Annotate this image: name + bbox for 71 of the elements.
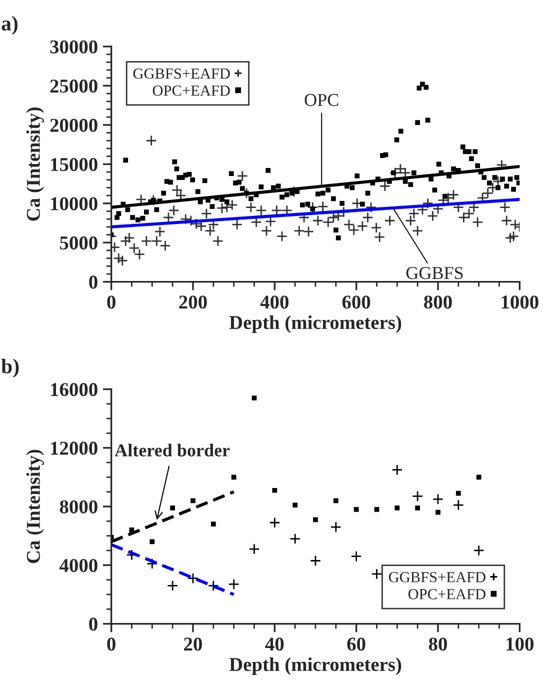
point [330,521,342,533]
point [269,517,280,528]
x-tick-label: 0 [107,296,116,309]
x-axis-title: Depth (micrometers) [229,315,402,334]
point [415,506,420,510]
x-tick-label: 60 [347,638,366,651]
y-tick-label: 4000 [60,558,98,572]
y-tick-label: 8000 [60,500,98,514]
point [371,568,382,580]
point [150,539,155,544]
x-axis-title: Depth (micrometers) [229,657,402,676]
y-tick-label: 30000 [50,40,98,54]
point [167,580,178,592]
legend-label: OPC+EAFD [408,589,486,600]
point [146,558,158,570]
point [228,578,240,590]
point [170,506,175,510]
y-tick-label: 0 [89,276,98,289]
point [208,580,219,592]
y-tick-label: 15000 [51,158,98,172]
chart-title: b) [1,358,19,378]
point [476,474,482,480]
annotation: OPC [304,94,338,106]
x-tick-label: 400 [260,296,288,309]
point [392,464,403,476]
point [190,498,196,504]
point [272,488,278,493]
point [248,543,260,555]
y-tick-label: 12000 [51,442,98,455]
y-tick-label: 16000 [51,383,98,396]
point [374,507,380,512]
y-tick-label: 5000 [60,236,98,250]
point [210,522,216,527]
point [292,502,298,508]
annotation: GGBFS [406,266,463,280]
point [333,498,338,504]
point [412,490,424,502]
x-tick-label: 100 [506,638,534,651]
point [456,490,461,496]
legend-label: OPC+EAFD [152,85,230,96]
point [313,517,318,522]
x-tick-label: 200 [179,296,207,309]
x-tick-label: 0 [107,638,116,651]
point [310,555,322,566]
x-tick-label: 800 [424,296,452,309]
x-tick-label: 40 [265,638,284,651]
y-tick-label: 20000 [50,118,98,132]
point [394,506,400,510]
x-tick-label: 1000 [502,296,538,309]
point [432,494,444,505]
y-tick-label: 25000 [50,80,98,93]
point [354,507,359,512]
annotation: Altered border [114,444,230,456]
point [231,474,236,480]
point [290,533,301,544]
x-tick-label: 80 [428,638,447,651]
point [252,396,257,400]
chart-title: a) [2,16,18,35]
y-axis-title: Ca (Intensity) [26,107,44,221]
point [452,499,464,511]
y-tick-label: 10000 [51,197,98,210]
y-tick-label: 0 [89,618,98,631]
y-axis-title: Ca (Intensity) [26,450,44,564]
x-tick-label: 20 [184,638,202,651]
point [473,544,484,556]
legend-label: GGBFS+EAFD [388,572,486,582]
point [436,510,440,515]
point [350,550,362,562]
x-tick-label: 600 [342,296,370,309]
legend-label: GGBFS+EAFD [133,68,230,79]
point [187,572,199,584]
